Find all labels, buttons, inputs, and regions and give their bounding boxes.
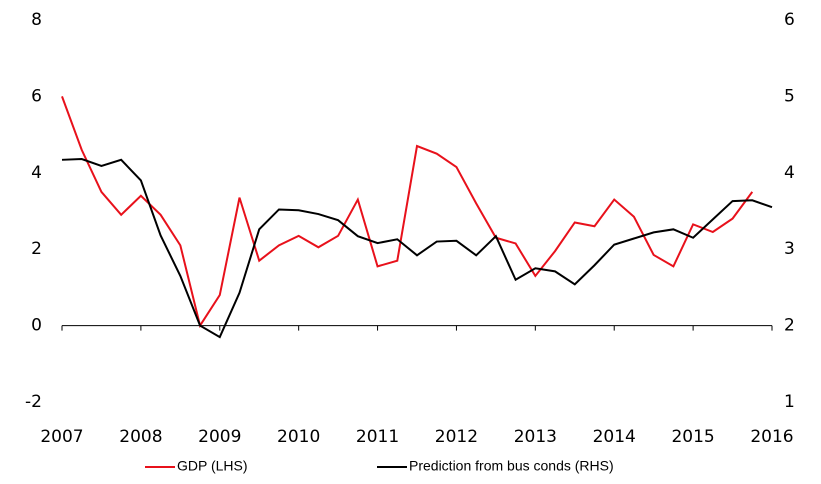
y-tick-label: 2 [31, 239, 42, 259]
x-tick-label: 2007 [40, 427, 83, 447]
y2-tick-label: 3 [784, 239, 795, 259]
y2-tick-label: 6 [784, 10, 795, 30]
x-tick-label: 2011 [356, 427, 399, 447]
series-line [61, 158, 773, 339]
x-tick-label: 2010 [277, 427, 320, 447]
y-tick-label: 4 [31, 163, 42, 183]
legend-label: GDP (LHS) [177, 458, 248, 474]
x-tick-label: 2009 [198, 427, 241, 447]
y-tick-label: -2 [25, 392, 42, 412]
legend-label: Prediction from bus conds (RHS) [409, 458, 614, 474]
x-tick-label: 2015 [671, 427, 714, 447]
y2-tick-label: 4 [784, 163, 795, 183]
y2-tick-label: 2 [784, 316, 795, 336]
x-tick-label: 2012 [435, 427, 478, 447]
x-tick-label: 2008 [119, 427, 162, 447]
y-tick-label: 6 [31, 86, 42, 106]
series-line [61, 96, 754, 329]
y2-tick-label: 1 [784, 392, 795, 412]
y-tick-label: 0 [31, 316, 42, 336]
x-tick-label: 2016 [750, 427, 793, 447]
y-tick-label: 8 [31, 10, 42, 30]
y2-tick-label: 5 [784, 86, 795, 106]
x-tick-label: 2013 [514, 427, 557, 447]
x-tick-label: 2014 [593, 427, 636, 447]
